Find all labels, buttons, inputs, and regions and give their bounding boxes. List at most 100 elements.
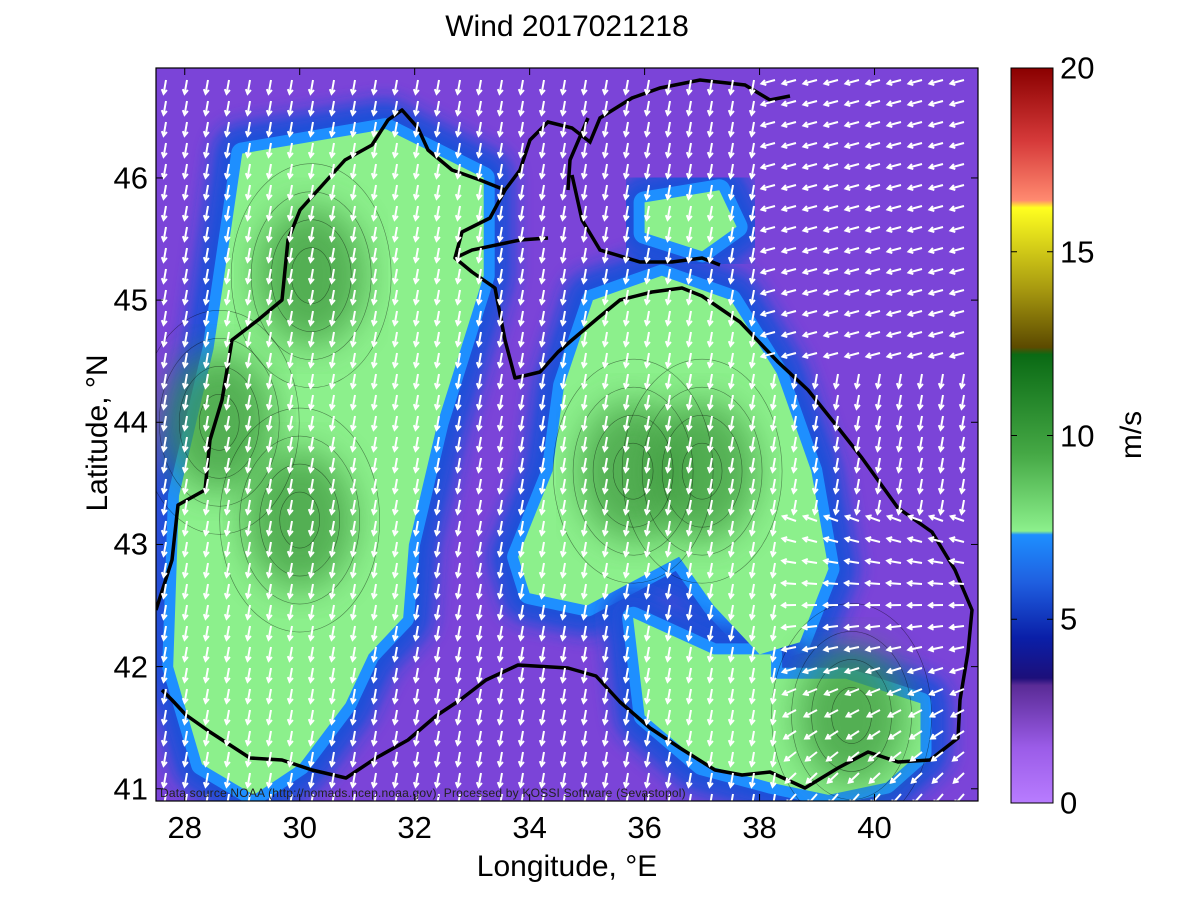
isotach-3-2 <box>661 414 743 528</box>
y-tick-label: 43 <box>113 526 148 562</box>
wind-arrow <box>223 499 231 516</box>
wind-arrow <box>685 646 693 663</box>
wind-arrow <box>181 436 189 453</box>
wind-arrow <box>517 184 525 201</box>
wind-arrow <box>496 730 504 747</box>
x-tick-label: 28 <box>167 810 202 845</box>
wind-arrow <box>286 499 294 516</box>
wind-arrow <box>948 601 965 609</box>
wind-arrow <box>475 751 483 768</box>
wind-arrow <box>160 310 168 327</box>
wind-arrow <box>328 520 336 537</box>
wind-arrow <box>412 583 420 600</box>
wind-arrow <box>727 751 735 768</box>
wind-arrow <box>412 709 420 726</box>
wind-arrow <box>181 688 189 705</box>
wind-arrow <box>706 772 714 789</box>
wind-arrow <box>643 121 651 138</box>
wind-arrow <box>223 100 231 117</box>
wind-arrow <box>181 121 189 138</box>
wind-arrow <box>454 562 462 579</box>
wind-arrow <box>559 499 567 516</box>
wind-arrow <box>784 772 797 784</box>
wind-arrow <box>244 520 252 537</box>
wind-arrow <box>475 268 483 285</box>
wind-arrow <box>328 226 336 243</box>
wind-arrow <box>843 247 860 254</box>
wind-arrow <box>885 352 902 359</box>
wind-arrow <box>828 793 839 801</box>
wind-arrow <box>706 625 714 642</box>
wind-arrow <box>643 730 651 747</box>
wind-arrow <box>958 415 966 432</box>
wind-arrow <box>780 623 797 631</box>
wind-arrow <box>685 268 693 285</box>
wind-arrow <box>496 772 504 789</box>
wind-arrow <box>601 79 609 96</box>
wind-arrow <box>706 373 714 390</box>
wind-arrow <box>307 331 315 348</box>
wind-arrow <box>622 226 630 243</box>
wind-arrow <box>181 79 189 96</box>
wind-arrow <box>727 499 735 516</box>
wind-arrow <box>307 163 315 180</box>
x-tick-label: 40 <box>857 810 892 845</box>
wind-arrow <box>496 373 504 390</box>
wind-arrow <box>706 205 714 222</box>
wind-arrow <box>685 520 693 537</box>
wind-arrow <box>601 457 609 474</box>
wind-arrow <box>328 436 336 453</box>
wind-arrow <box>580 310 588 327</box>
wind-arrow <box>727 709 735 726</box>
wind-arrows <box>160 79 966 801</box>
wind-arrow <box>907 709 923 718</box>
wind-arrow <box>847 772 860 784</box>
wind-arrow <box>223 478 231 495</box>
wind-arrow <box>433 121 441 138</box>
wind-arrow <box>265 373 273 390</box>
wind-arrow <box>906 289 923 296</box>
wind-arrow <box>475 373 483 390</box>
wind-arrow <box>391 142 399 159</box>
wind-arrow <box>559 625 567 642</box>
wind-arrow <box>286 730 294 747</box>
wind-arrow <box>958 478 966 495</box>
wind-arrow <box>559 331 567 348</box>
wind-arrow <box>885 536 902 543</box>
wind-arrow <box>928 688 944 697</box>
wind-arrow <box>454 772 462 789</box>
wind-arrow <box>864 579 881 587</box>
wind-arrow <box>433 772 441 789</box>
wind-arrow <box>412 268 420 285</box>
wind-arrow <box>286 100 294 117</box>
wind-arrow <box>804 751 818 762</box>
colorbar-label: m/s <box>1115 410 1148 460</box>
wind-arrow <box>181 772 189 789</box>
wind-arrow <box>853 436 861 453</box>
wind-arrow <box>433 331 441 348</box>
wind-arrow <box>803 730 818 740</box>
wind-arrow <box>391 709 399 726</box>
wind-arrow <box>160 772 168 789</box>
wind-arrow <box>864 184 881 191</box>
wind-arrow <box>391 205 399 222</box>
wind-arrow <box>559 688 567 705</box>
wind-arrow <box>906 163 923 170</box>
wind-arrow <box>748 226 756 243</box>
wind-arrow <box>454 184 462 201</box>
wind-arrow <box>538 394 546 411</box>
wind-arrow <box>601 520 609 537</box>
wind-arrow <box>601 142 609 159</box>
wind-arrow <box>822 268 839 275</box>
wind-arrow <box>780 514 797 522</box>
wind-arrow <box>496 583 504 600</box>
wind-arrow <box>559 562 567 579</box>
wind-arrow <box>948 645 965 653</box>
wind-arrow <box>906 100 923 107</box>
wind-arrow <box>559 730 567 747</box>
wind-arrow <box>223 583 231 600</box>
colorbar-tick-label: 0 <box>1060 785 1078 821</box>
wind-arrow <box>475 772 483 789</box>
wind-arrow <box>496 436 504 453</box>
wind-arrow <box>538 373 546 390</box>
